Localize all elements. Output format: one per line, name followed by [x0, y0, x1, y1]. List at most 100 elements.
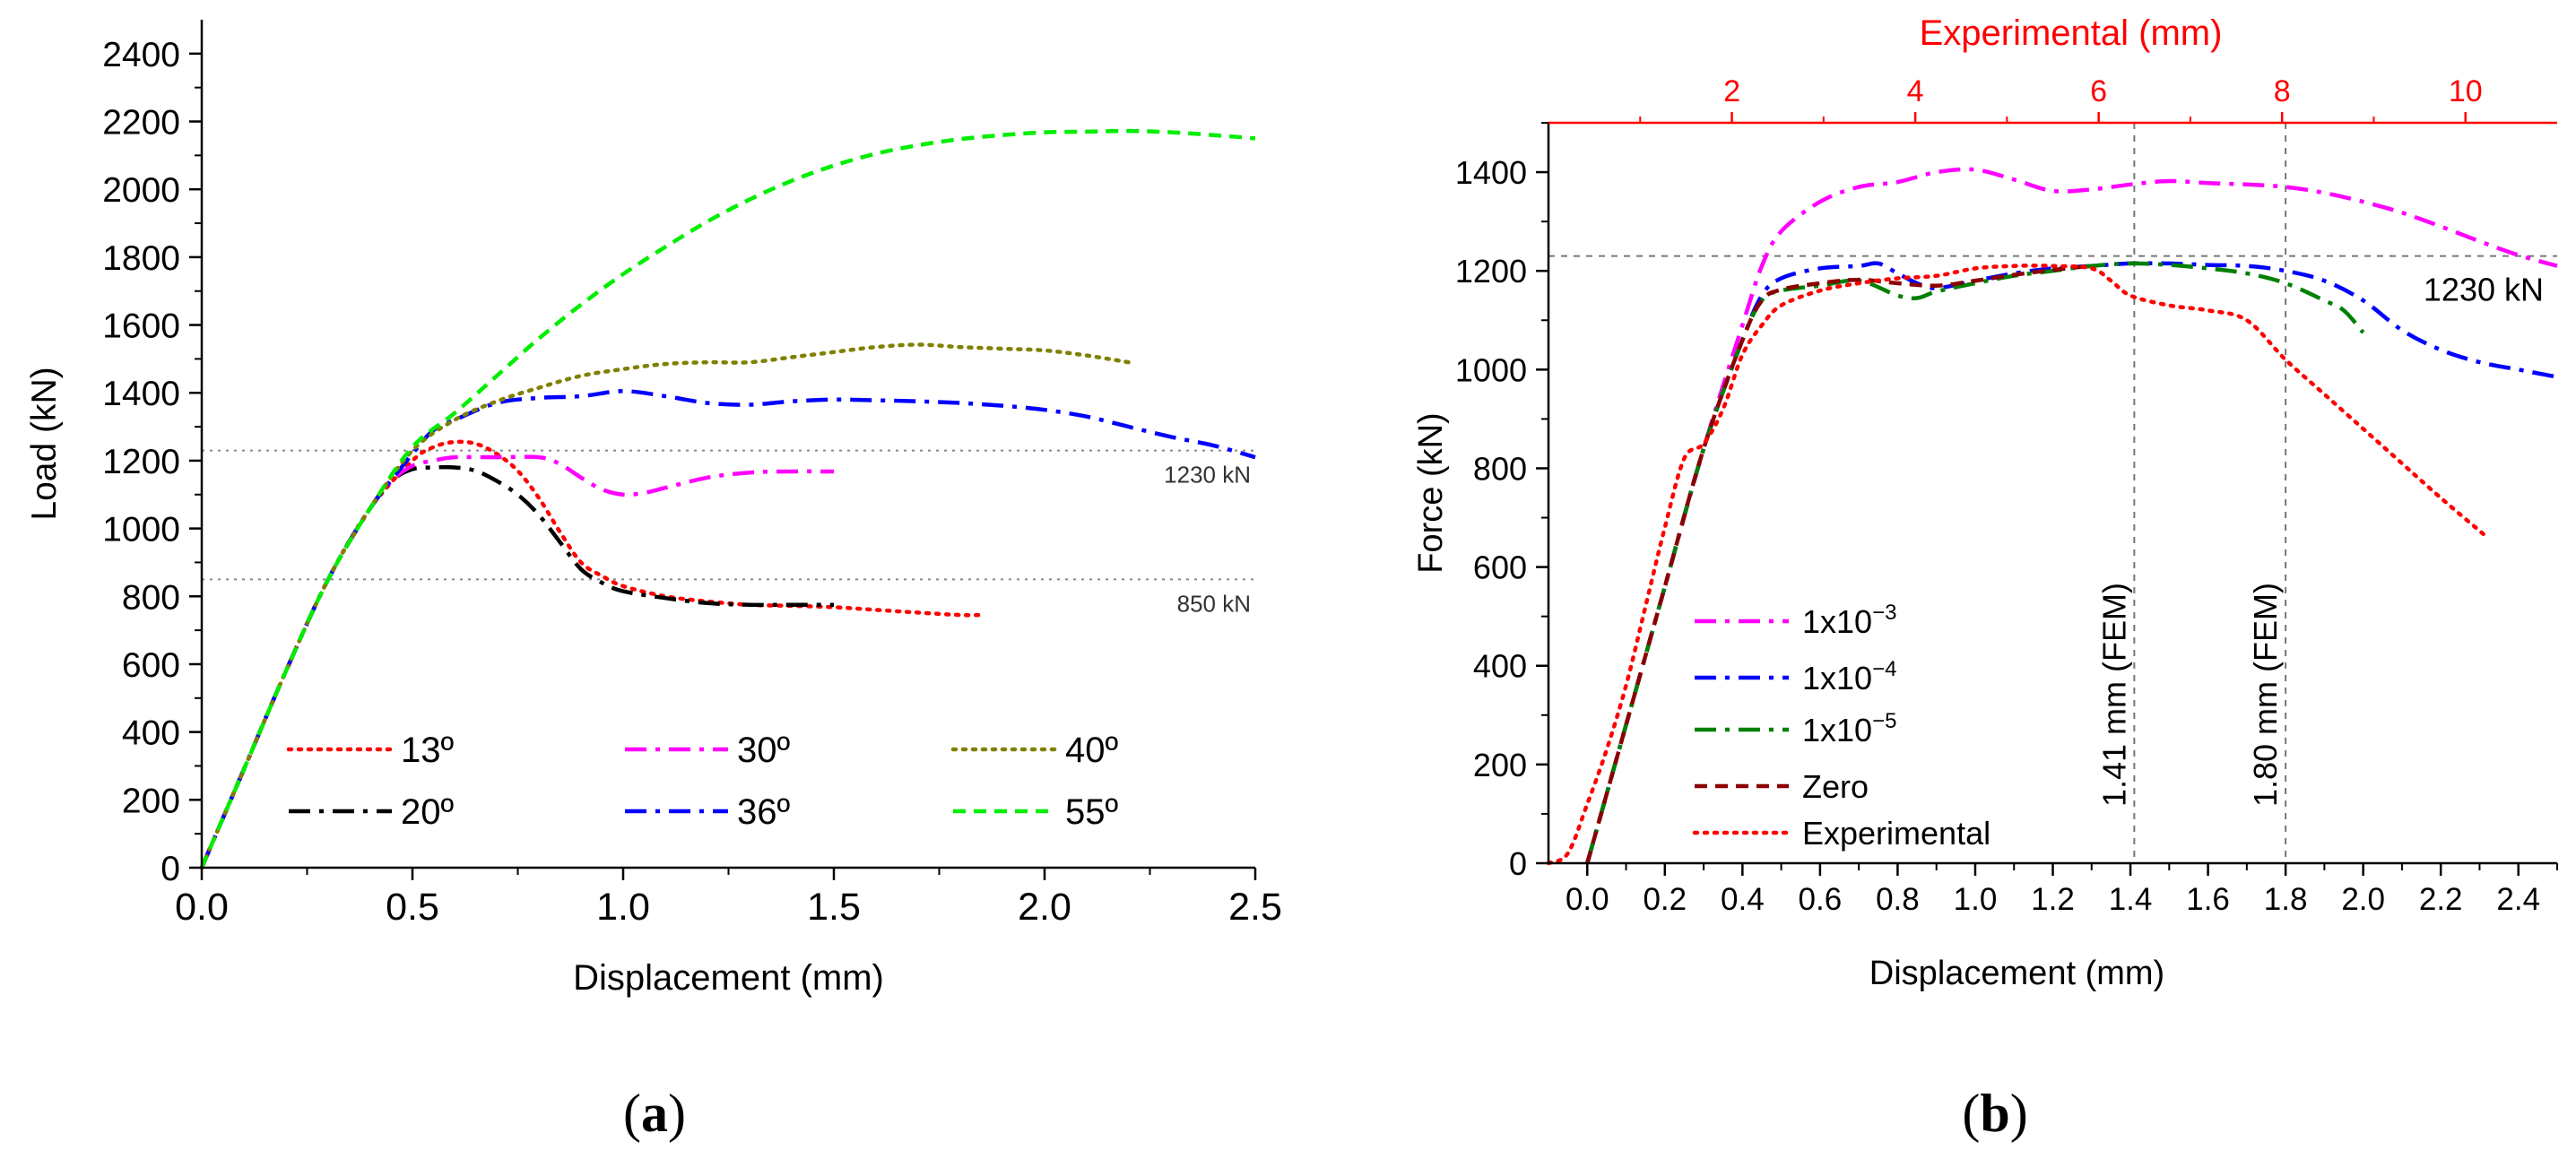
panel-b-label-letter: b — [1980, 1084, 2009, 1143]
b-series-group — [1546, 167, 2558, 866]
a-y-tick-label-11: 2200 — [102, 104, 180, 143]
b-legend-label-3: Zero — [1802, 768, 1869, 805]
b-x2-axis-title: Experimental (mm) — [1920, 13, 2223, 53]
a-y-tick-label-4: 800 — [122, 578, 180, 617]
a-legend: 13º 20º 30º 36º 40º 55º — [286, 731, 1118, 832]
a-legend-label-4: 40º — [1065, 731, 1118, 770]
b-legend-label-4: Experimental — [1802, 815, 1991, 852]
a-series-line-0 — [199, 439, 984, 870]
b-x2-tick-label-2: 6 — [2090, 74, 2107, 108]
b-x-tick-label-4: 0.8 — [1876, 882, 1920, 917]
b-x-tick-label-8: 1.6 — [2186, 882, 2230, 917]
a-x-tick-label-5: 2.5 — [1228, 886, 1282, 929]
a-y-tick-label-5: 1000 — [102, 511, 180, 549]
a-series-line-5 — [199, 128, 1256, 869]
b-x2-tick-label-4: 10 — [2449, 74, 2483, 108]
b-legend-label-sup-1: −4 — [1872, 657, 1896, 681]
panel-a-label-close: ) — [668, 1084, 686, 1143]
b-legend-label-base-0: 1x10 — [1802, 603, 1872, 640]
a-series-line-1 — [199, 464, 834, 869]
b-x-tick-label-2: 0.4 — [1721, 882, 1765, 917]
panel-b-label-open: ( — [1962, 1084, 1980, 1143]
b-x-tick-label-10: 2.0 — [2341, 882, 2385, 917]
panel-a-label: (a) — [623, 1084, 686, 1143]
b-legend-label-sup-2: −5 — [1872, 709, 1896, 733]
b-ref-label-0: 1230 kN — [2424, 272, 2544, 308]
a-x-tick-label-2: 1.0 — [596, 886, 650, 929]
a-y-axis-title: Load (kN) — [25, 367, 64, 520]
b-y-tick-label-0: 0 — [1509, 845, 1527, 882]
b-legend-label-sup-0: −3 — [1872, 601, 1896, 625]
b-x-tick-label-11: 2.2 — [2419, 882, 2463, 917]
a-x-axis-title: Displacement (mm) — [573, 958, 884, 998]
chart-b: 1230 kN1.41 mm (FEM) 1.80 mm (FEM) 020040… — [1412, 13, 2558, 992]
a-x-tick-label-0: 0.0 — [175, 886, 229, 929]
b-x-tick-label-3: 0.6 — [1799, 882, 1843, 917]
b-legend-label-1: 1x10−4 — [1802, 657, 1896, 696]
a-y-tick-label-6: 1200 — [102, 443, 180, 481]
b-reference-lines: 1230 kN 1.41 mm (FEM) 1.80 mm (FEM) — [1548, 123, 2557, 863]
a-ref-label-0: 1230 kN — [1164, 462, 1251, 489]
b-legend-label-2: 1x10−5 — [1802, 709, 1896, 748]
a-y-tick-label-1: 200 — [122, 782, 180, 820]
b-legend-label-0: 1x10−3 — [1802, 601, 1896, 640]
b-x2-tick-label-3: 8 — [2274, 74, 2291, 108]
a-reference-lines: 1230 kN 850 kN — [202, 449, 1255, 617]
a-x-tick-label-1: 0.5 — [386, 886, 439, 929]
b-axes: 0 200 400 600 800 1000 1200 1400 0.0 0.2 0.4 0.6 0.8… — [1412, 13, 2558, 992]
b-y-axis-title: Force (kN) — [1412, 412, 1450, 573]
a-y-tick-label-3: 600 — [122, 646, 180, 685]
a-legend-label-0: 13º — [401, 731, 454, 770]
a-y-tick-label-12: 2400 — [102, 36, 180, 74]
a-axes: 0 200 400 600 800 1000 1200 1400 1600 1800 2000 220… — [25, 20, 1282, 998]
b-x-tick-label-12: 2.4 — [2496, 882, 2540, 917]
chart-a: 1230 kN 850 kN 0 200 400 600 800 1000 1200 1400 1… — [25, 20, 1282, 998]
a-ref-label-1: 850 kN — [1177, 590, 1251, 617]
b-x-tick-label-5: 1.0 — [1954, 882, 1998, 917]
b-x-tick-label-9: 1.8 — [2264, 882, 2308, 917]
b-y-tick-label-2: 400 — [1473, 648, 1527, 685]
a-legend-label-2: 30º — [737, 731, 790, 770]
b-ref-label-1: 1.41 mm (FEM) — [2095, 583, 2132, 807]
a-legend-label-5: 55º — [1065, 792, 1118, 832]
panel-b-label: (b) — [1962, 1084, 2027, 1143]
a-y-tick-label-10: 2000 — [102, 171, 180, 210]
b-ref-label-2: 1.80 mm (FEM) — [2247, 583, 2284, 807]
a-y-tick-label-8: 1600 — [102, 307, 180, 346]
a-series-group — [199, 128, 1256, 870]
a-y-tick-label-7: 1400 — [102, 375, 180, 413]
b-x-tick-label-7: 1.4 — [2109, 882, 2153, 917]
b-x-axis-title: Displacement (mm) — [1869, 955, 2164, 992]
b-x2-tick-label-0: 2 — [1723, 74, 1740, 108]
panel-a-label-letter: a — [641, 1084, 668, 1143]
b-legend-label-base-1: 1x10 — [1802, 660, 1872, 696]
b-legend-label-base-4: Experimental — [1802, 815, 1991, 852]
b-y-tick-label-4: 800 — [1473, 450, 1527, 487]
b-y-tick-label-3: 600 — [1473, 549, 1527, 586]
b-y-tick-label-1: 200 — [1473, 747, 1527, 783]
b-series-line-3 — [1585, 264, 2093, 864]
b-x-tick-label-1: 0.2 — [1643, 882, 1687, 917]
a-y-tick-label-9: 1800 — [102, 239, 180, 278]
b-legend-label-base-2: 1x10 — [1802, 712, 1872, 748]
b-legend-label-base-3: Zero — [1802, 768, 1869, 805]
b-series-line-2 — [1585, 261, 2365, 864]
b-series-line-4 — [1546, 264, 2490, 866]
a-legend-label-1: 20º — [401, 792, 454, 832]
a-y-tick-label-0: 0 — [160, 850, 180, 888]
a-x-tick-label-3: 1.5 — [807, 886, 861, 929]
panel-a-label-open: ( — [623, 1084, 641, 1143]
b-x-tick-label-6: 1.2 — [2031, 882, 2075, 917]
b-y-tick-label-5: 1000 — [1455, 351, 1527, 388]
panel-b-label-close: ) — [2010, 1084, 2028, 1143]
a-x-tick-label-4: 2.0 — [1018, 886, 1071, 929]
a-y-tick-label-2: 400 — [122, 714, 180, 753]
b-y-tick-label-6: 1200 — [1455, 253, 1527, 290]
a-legend-label-3: 36º — [737, 792, 790, 832]
b-y-tick-label-7: 1400 — [1455, 154, 1527, 191]
b-x2-tick-label-1: 4 — [1907, 74, 1924, 108]
b-x-tick-label-0: 0.0 — [1566, 882, 1609, 917]
